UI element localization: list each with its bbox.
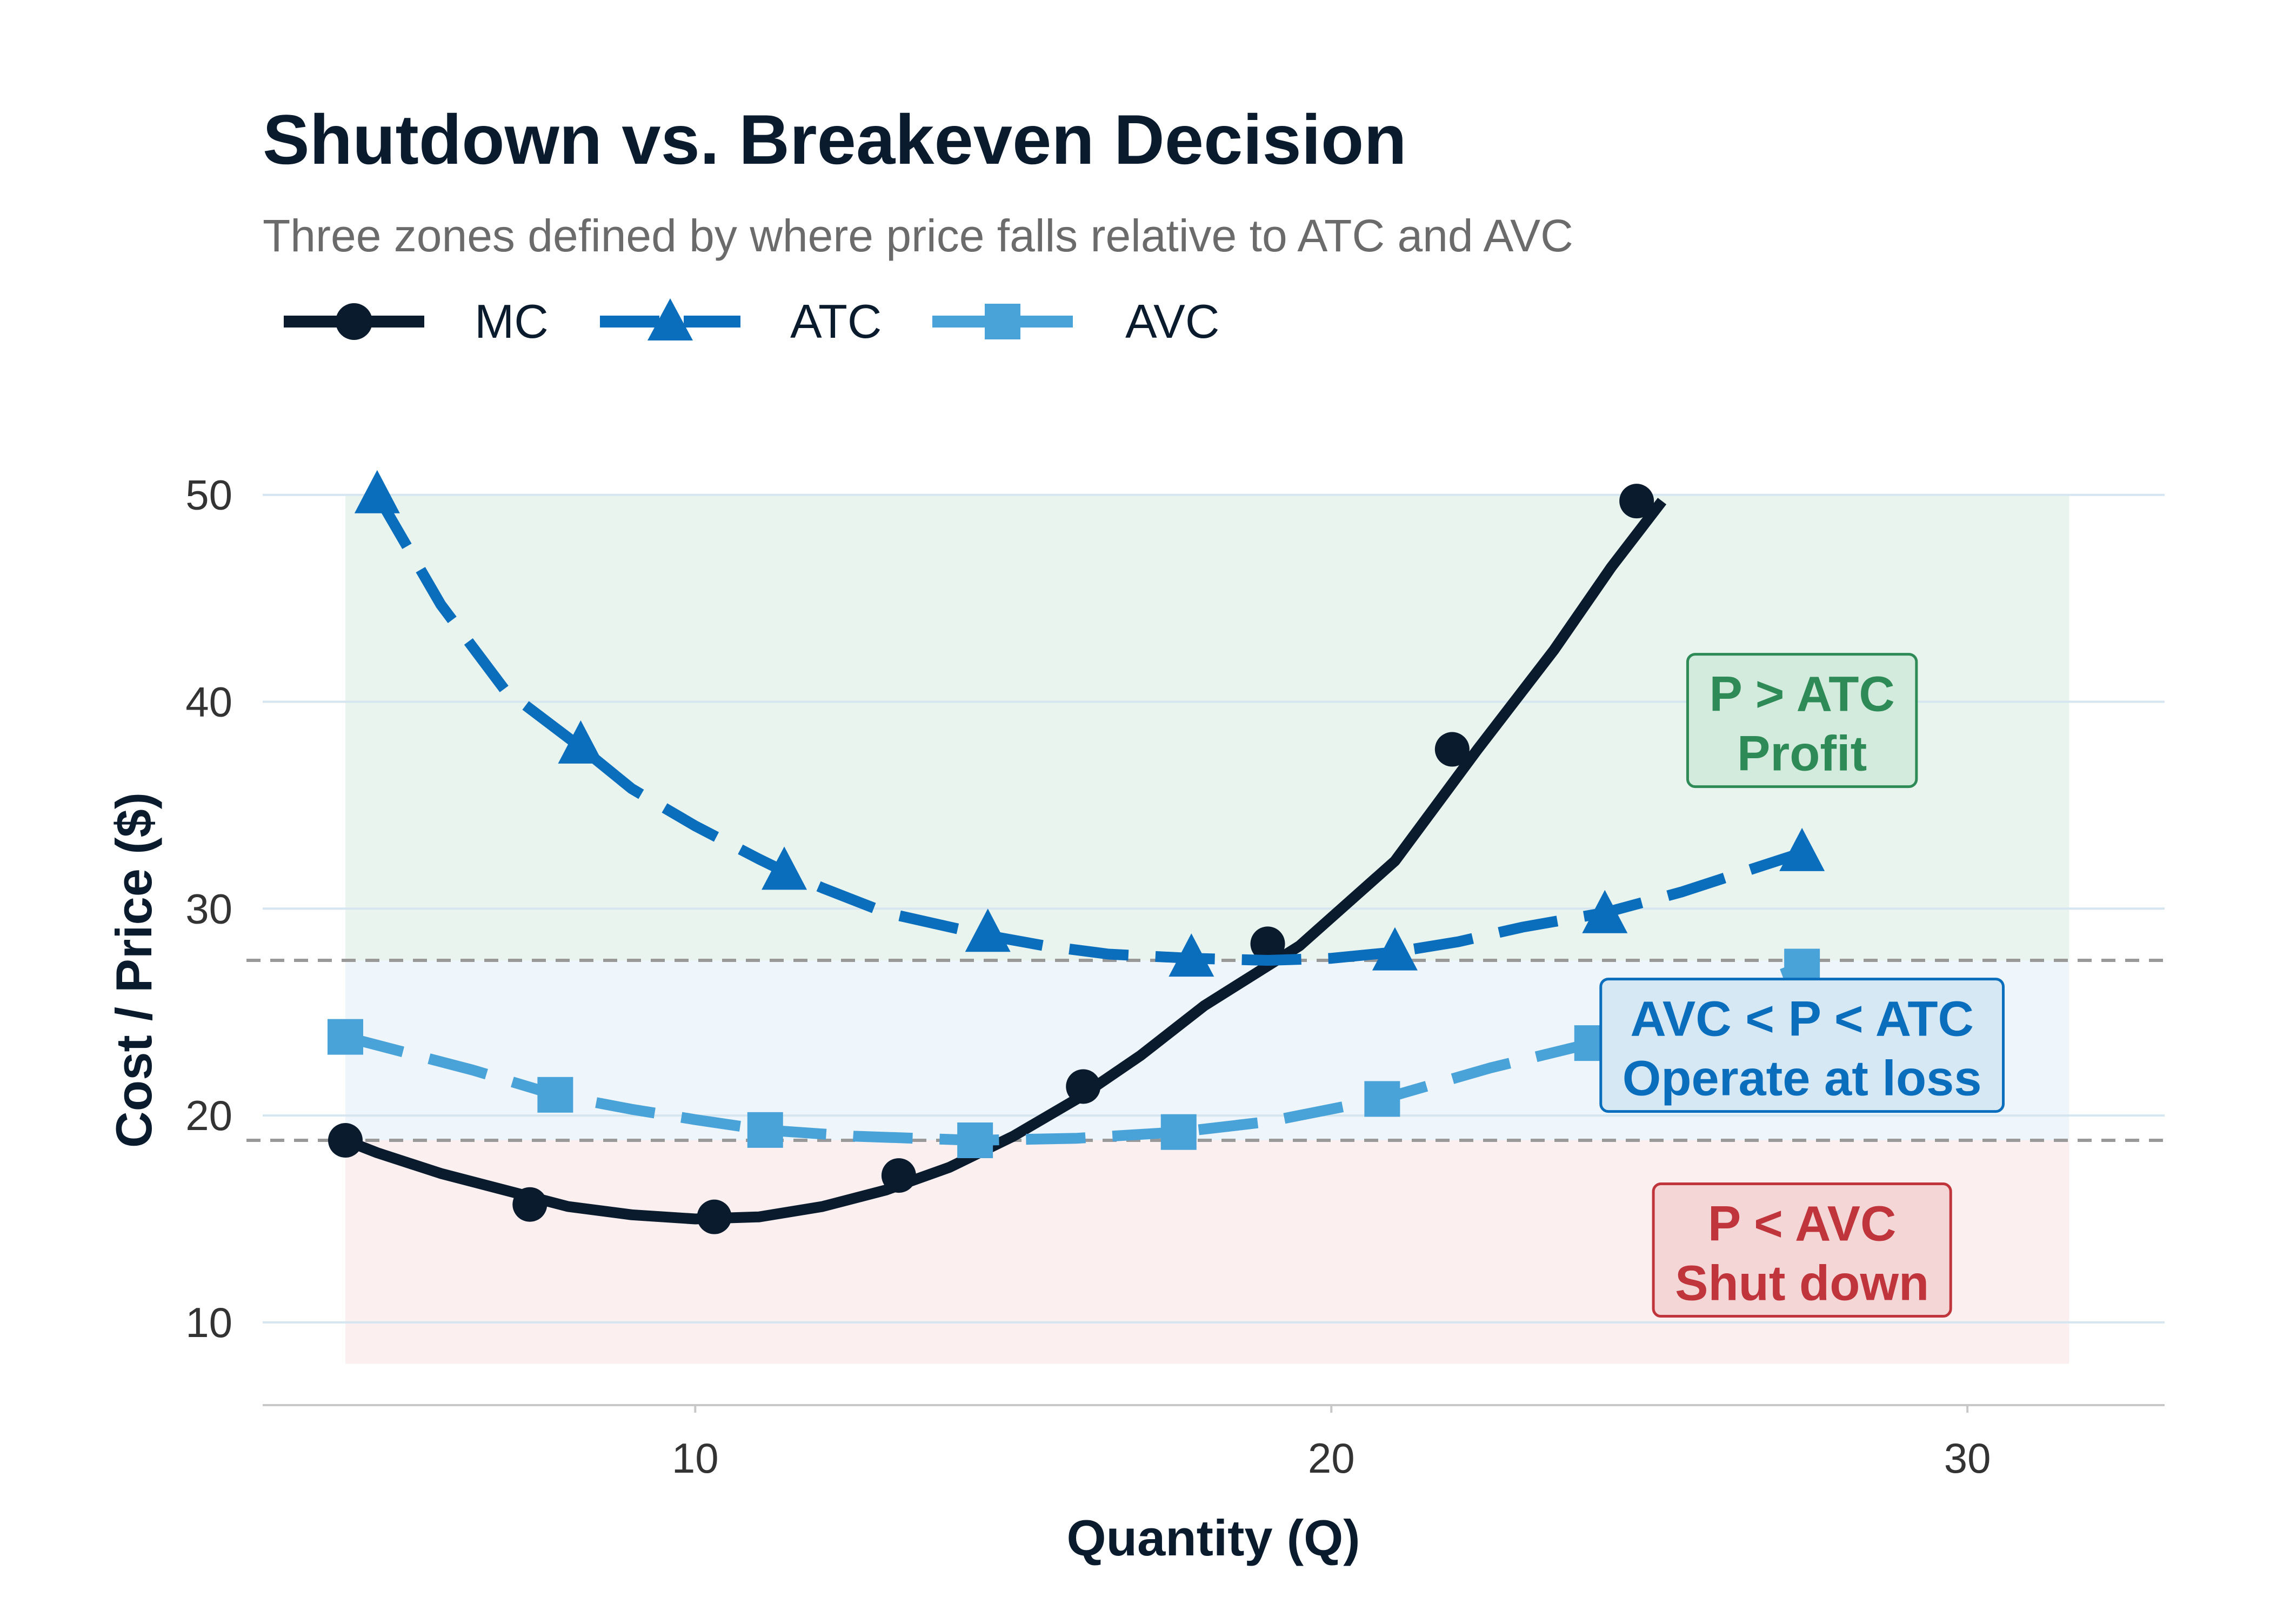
legend: MC ATC AVC: [284, 295, 1219, 348]
legend-atc-marker: [647, 298, 693, 340]
chart-title: Shutdown vs. Breakeven Decision: [263, 100, 1407, 179]
marker-mc-1: [512, 1187, 548, 1222]
marker-atc-6: [1582, 890, 1628, 933]
series-line-atc: [372, 492, 1804, 966]
legend-mc-marker: [336, 303, 372, 340]
marker-avc-2: [747, 1112, 783, 1148]
zone-label-line2-0: Profit: [1737, 726, 1867, 781]
marker-mc-6: [1434, 732, 1470, 767]
marker-atc-3: [965, 908, 1011, 952]
marker-mc-7: [1619, 484, 1654, 519]
legend-item-mc: MC: [284, 295, 549, 348]
y-tick-label-50: 50: [185, 471, 232, 519]
marker-mc-4: [1066, 1069, 1101, 1104]
legend-avc-label: AVC: [1125, 295, 1219, 348]
marker-mc-3: [881, 1158, 916, 1193]
zone-label-box-1: [1599, 978, 2005, 1113]
marker-atc-4: [1169, 933, 1214, 977]
marker-avc-4: [1160, 1114, 1197, 1150]
marker-atc-7: [1779, 827, 1825, 871]
marker-avc-1: [537, 1077, 573, 1113]
legend-item-avc: AVC: [932, 295, 1219, 348]
chart-subtitle: Three zones defined by where price falls…: [263, 210, 1573, 261]
zone-label-line2-1: Operate at loss: [1623, 1051, 1982, 1106]
legend-item-atc: ATC: [600, 295, 882, 348]
zone-label-box-2: [1652, 1182, 1952, 1318]
y-tick-label-10: 10: [185, 1299, 232, 1346]
marker-mc-5: [1250, 926, 1285, 961]
y-tick-label-20: 20: [185, 1092, 232, 1139]
marker-atc-1: [558, 720, 604, 764]
zone-label-line1-1: AVC < P < ATC: [1630, 992, 1974, 1047]
zone-label-line1-2: P < AVC: [1708, 1197, 1897, 1252]
y-tick-label-30: 30: [185, 885, 232, 932]
marker-mc-0: [328, 1123, 363, 1158]
legend-avc-marker: [985, 304, 1020, 339]
x-axis-title: Quantity (Q): [1066, 1509, 1360, 1566]
marker-atc-5: [1372, 927, 1418, 971]
zone-label-line1-0: P > ATC: [1709, 667, 1894, 722]
marker-atc-2: [762, 846, 807, 890]
y-tick-label-40: 40: [185, 678, 232, 725]
x-tick-label-10: 10: [672, 1434, 719, 1482]
marker-avc-5: [1364, 1081, 1400, 1117]
marker-mc-2: [697, 1199, 732, 1234]
x-tick-label-30: 30: [1944, 1434, 1991, 1482]
zone-label-line2-2: Shut down: [1675, 1256, 1929, 1311]
marker-avc-3: [957, 1122, 993, 1159]
legend-mc-label: MC: [475, 295, 549, 348]
zone-label-box-0: [1686, 653, 1918, 788]
y-axis-title: Cost / Price ($): [105, 792, 162, 1148]
legend-atc-label: ATC: [790, 295, 882, 348]
marker-avc-0: [328, 1019, 363, 1055]
x-tick-label-20: 20: [1308, 1434, 1355, 1482]
marker-atc-0: [354, 470, 400, 513]
